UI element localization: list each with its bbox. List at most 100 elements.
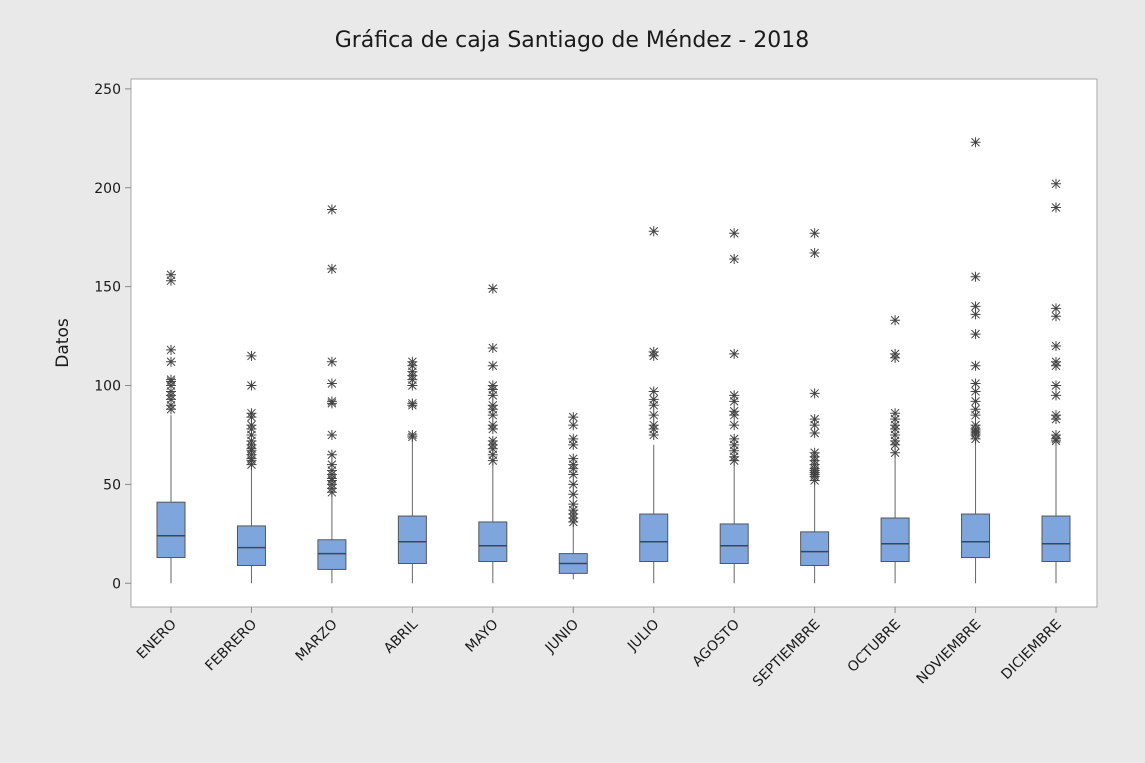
outlier (326, 449, 337, 460)
y-tick-label: 200 (94, 181, 121, 197)
outlier (568, 505, 579, 516)
y-axis-label: Datos (53, 318, 73, 368)
y-tick-label: 50 (103, 477, 121, 493)
y-tick-label: 100 (94, 379, 121, 395)
outlier (729, 396, 740, 407)
outlier (246, 435, 257, 446)
outlier (729, 390, 740, 401)
outlier (568, 439, 579, 450)
outlier (568, 499, 579, 510)
outlier (166, 386, 176, 397)
box (719, 523, 749, 564)
outlier (487, 455, 498, 466)
outlier (407, 366, 418, 377)
outlier (326, 459, 337, 470)
outlier (166, 275, 176, 286)
outlier (1051, 202, 1061, 213)
outlier (648, 420, 659, 431)
outlier (487, 380, 498, 391)
outlier (809, 228, 820, 239)
outlier (166, 400, 176, 411)
box (961, 513, 991, 559)
outlier (326, 263, 337, 274)
outlier (568, 420, 579, 431)
outlier (326, 465, 337, 476)
outlier (326, 356, 337, 367)
box (156, 501, 186, 559)
outlier (648, 429, 659, 440)
outlier (890, 429, 901, 440)
outlier (487, 420, 498, 431)
outlier (809, 447, 820, 458)
outlier (166, 344, 176, 355)
box (800, 531, 830, 566)
outlier (487, 410, 498, 421)
outlier (166, 269, 176, 280)
outlier (568, 489, 579, 500)
outlier (487, 360, 498, 371)
outlier (970, 386, 981, 397)
plot-area (130, 78, 1098, 608)
outlier (487, 449, 498, 460)
outlier (809, 414, 820, 425)
outlier (246, 429, 257, 440)
outlier (1051, 178, 1061, 189)
box (478, 521, 508, 563)
outlier (890, 447, 901, 458)
outlier (648, 346, 659, 357)
outlier (890, 408, 901, 419)
outlier (568, 453, 579, 464)
outlier (246, 350, 257, 361)
box (1041, 515, 1071, 563)
outlier (970, 420, 981, 431)
outlier (729, 406, 740, 417)
outlier (407, 356, 418, 367)
outlier (729, 228, 740, 239)
outlier (970, 309, 981, 320)
outlier (809, 420, 820, 431)
outlier (246, 408, 257, 419)
outlier (1051, 340, 1061, 351)
outlier (1051, 410, 1061, 421)
outlier (487, 283, 498, 294)
outlier (970, 378, 981, 389)
outlier (729, 439, 740, 450)
outlier (407, 398, 418, 409)
outlier (648, 400, 659, 411)
outlier (1051, 356, 1061, 367)
box (236, 525, 266, 566)
outlier (1051, 390, 1061, 401)
y-tick-label: 250 (94, 82, 121, 98)
y-tick-label: 150 (94, 280, 121, 296)
outlier (648, 386, 659, 397)
outlier (729, 433, 740, 444)
outlier (970, 301, 981, 312)
outlier (809, 248, 820, 259)
outlier (407, 380, 418, 391)
outlier (1051, 303, 1061, 314)
outlier (648, 394, 659, 405)
box (880, 517, 910, 563)
y-tick-label: 0 (112, 576, 121, 592)
outlier (890, 435, 901, 446)
box (639, 513, 669, 563)
outlier (809, 388, 820, 399)
outlier (568, 469, 579, 480)
outlier (487, 342, 498, 353)
outlier (568, 412, 579, 423)
outlier (970, 404, 981, 415)
outlier (487, 390, 498, 401)
outlier (729, 451, 740, 462)
outlier (648, 226, 659, 237)
box (397, 515, 427, 564)
outlier (326, 429, 337, 440)
chart-title: Gráfica de caja Santiago de Méndez - 201… (335, 28, 810, 53)
outlier (890, 414, 901, 425)
outlier (487, 435, 498, 446)
outlier (890, 315, 901, 326)
outlier (970, 137, 981, 148)
outlier (648, 410, 659, 421)
outlier (1051, 380, 1061, 391)
outlier (487, 400, 498, 411)
outlier (246, 380, 257, 391)
